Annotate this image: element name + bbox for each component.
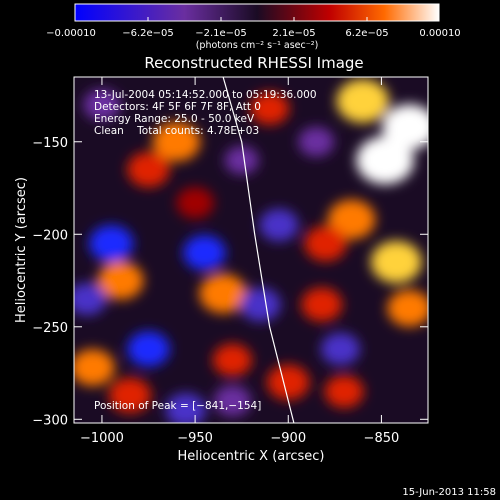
x-axis-ticks bbox=[101, 77, 382, 423]
y-tick-label: −300 bbox=[32, 413, 68, 428]
heatmap-blob bbox=[336, 79, 390, 123]
heatmap-blob bbox=[301, 287, 343, 322]
heatmap-blob bbox=[212, 343, 252, 377]
heatmap-image bbox=[74, 77, 428, 423]
heatmap-blob bbox=[370, 240, 422, 284]
heatmap-blob bbox=[239, 287, 281, 322]
solar-limb-curve bbox=[222, 77, 295, 423]
heatmap-blob bbox=[89, 225, 134, 262]
colorbar-units: (photons cm⁻² s⁻¹ asec⁻²) bbox=[196, 40, 319, 51]
heatmap-blob bbox=[165, 393, 207, 423]
annotation-detectors: Detectors: 4F 5F 6F 7F 8F, Att 0 bbox=[94, 101, 261, 113]
y-tick-label: −200 bbox=[32, 228, 68, 243]
x-tick-label: −1000 bbox=[80, 431, 124, 446]
plot-background bbox=[74, 77, 428, 423]
colorbar-ticks bbox=[147, 17, 368, 21]
chart-title: Reconstructed RHESSI Image bbox=[144, 54, 363, 72]
heatmap-blob bbox=[74, 349, 115, 386]
heatmap-blob bbox=[127, 331, 170, 367]
x-axis-label: Heliocentric X (arcsec) bbox=[178, 449, 325, 464]
heatmap-blob bbox=[108, 377, 152, 413]
heatmap-blob bbox=[267, 364, 310, 400]
colorbar-tick-label: 0.00010 bbox=[419, 28, 460, 39]
x-tick-label: −950 bbox=[177, 431, 213, 446]
heatmap-blob bbox=[97, 261, 144, 300]
heatmap-blob bbox=[387, 289, 428, 327]
colorbar-tick-label: 2.1e−05 bbox=[272, 28, 315, 39]
heatmap-blob bbox=[304, 225, 347, 262]
heatmap-blob bbox=[324, 375, 364, 408]
colorbar-tick-label: −2.1e−05 bbox=[195, 28, 247, 39]
heatmap-blob bbox=[152, 121, 201, 162]
x-tick-label: −850 bbox=[364, 431, 400, 446]
colorbar-tick-label: −0.00010 bbox=[46, 28, 96, 39]
y-tick-label: −250 bbox=[32, 321, 68, 336]
heatmap-blob bbox=[356, 136, 414, 185]
heatmap-blob bbox=[176, 187, 214, 219]
x-tick-label: −900 bbox=[270, 431, 306, 446]
footer-timestamp: 15-Jun-2013 11:58 bbox=[402, 487, 496, 498]
peak-position-label: Position of Peak = [−841,−154] bbox=[94, 400, 261, 412]
colorbar bbox=[74, 3, 440, 22]
heatmap-blob bbox=[259, 208, 299, 242]
heatmap-blob bbox=[213, 385, 252, 417]
heatmap-blob bbox=[199, 273, 247, 314]
y-axis-label: Heliocentric Y (arcsec) bbox=[14, 177, 29, 323]
y-tick-label: −150 bbox=[32, 136, 68, 151]
heatmap-blob bbox=[83, 89, 121, 121]
heatmap-blob bbox=[327, 199, 376, 240]
annotation-counts: Clean Total counts: 4.78E+03 bbox=[94, 125, 259, 137]
heatmap-blob bbox=[183, 235, 226, 271]
colorbar-tick-label: 6.2e−05 bbox=[345, 28, 388, 39]
heatmap-blob bbox=[74, 282, 107, 316]
plot-frame bbox=[73, 76, 429, 424]
heatmap-blob bbox=[127, 151, 170, 188]
y-axis-ticks bbox=[74, 141, 428, 420]
heatmap-blob bbox=[250, 92, 290, 125]
heatmap-blob bbox=[298, 126, 335, 157]
annotation-time-range: 13-Jul-2004 05:14:52.000 to 05:19:36.000 bbox=[94, 89, 317, 101]
heatmap-blob bbox=[224, 146, 259, 175]
heatmap-blob bbox=[382, 104, 428, 150]
annotation-energy-range: Energy Range: 25.0 - 50.0 keV bbox=[94, 113, 255, 125]
heatmap-blob bbox=[320, 332, 360, 366]
colorbar-tick-label: −6.2e−05 bbox=[122, 28, 174, 39]
